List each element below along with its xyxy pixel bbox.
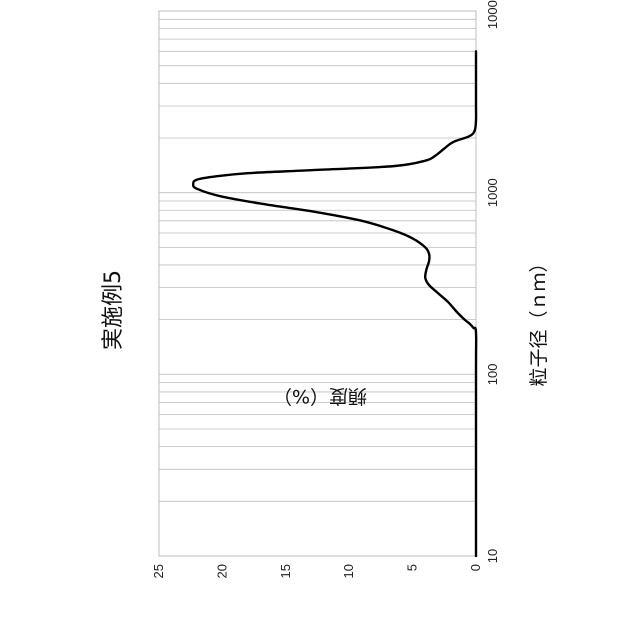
x-axis-title: 粒子径（ｎｍ）: [528, 253, 550, 386]
chart-title: 実施例5: [101, 270, 126, 350]
y-tick-label: 20: [214, 564, 229, 578]
y-tick-label: 25: [151, 564, 166, 578]
x-tick-label: 1000: [485, 178, 500, 207]
y-tick-label: 5: [405, 564, 420, 571]
y-tick-label: 0: [468, 564, 483, 571]
x-tick-label: 10000: [485, 0, 500, 29]
x-tick-label: 100: [485, 363, 500, 385]
x-tick-label: 10: [485, 549, 500, 563]
y-tick-label: 15: [278, 564, 293, 578]
y-axis-title: 頻度（%）: [273, 385, 367, 407]
y-tick-label: 10: [341, 564, 356, 578]
